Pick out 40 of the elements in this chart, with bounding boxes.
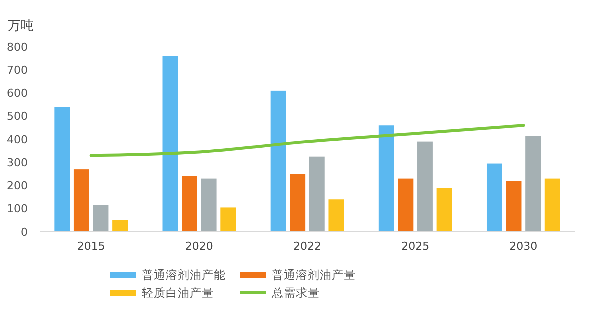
legend-label: 轻质白油产量 (142, 286, 214, 300)
y-tick-label: 700 (7, 64, 28, 77)
legend-label: 总需求量 (271, 286, 320, 300)
y-tick-label: 600 (7, 87, 28, 100)
line-series (90, 124, 526, 158)
x-tick-label: 2015 (77, 240, 106, 253)
bar (270, 90, 286, 232)
bar (182, 176, 198, 232)
x-tick-label: 2020 (185, 240, 214, 253)
bar (328, 200, 344, 232)
bar (506, 181, 522, 232)
bar (220, 208, 236, 232)
y-tick-label: 200 (7, 180, 28, 193)
x-tick-label: 2030 (510, 240, 538, 253)
x-tick-label: 2022 (294, 240, 322, 253)
y-tick-label: 500 (7, 110, 28, 124)
y-tick-label: 800 (7, 40, 28, 54)
bar (112, 220, 128, 232)
bar (309, 156, 325, 232)
bar (201, 178, 217, 232)
bar (436, 188, 452, 232)
y-tick-label: 100 (7, 202, 28, 216)
bar (544, 178, 560, 232)
bar (526, 136, 542, 232)
y-tick-label: 400 (7, 133, 28, 146)
y-tick-label: 300 (7, 156, 28, 170)
x-tick-label: 2025 (402, 240, 430, 253)
bar (162, 56, 178, 232)
bar (398, 178, 414, 232)
bar (378, 126, 394, 232)
bar (486, 164, 502, 232)
y-tick-label: 0 (21, 226, 28, 239)
bar (74, 170, 90, 232)
bar (54, 107, 70, 232)
legend-label: 普通溶剂油产能 (142, 268, 226, 282)
bar (93, 205, 109, 232)
y-axis-title: 万吨 (8, 19, 34, 34)
bar (418, 142, 433, 232)
legend-label: 普通溶剂油产量 (272, 268, 356, 282)
bar (290, 174, 306, 232)
